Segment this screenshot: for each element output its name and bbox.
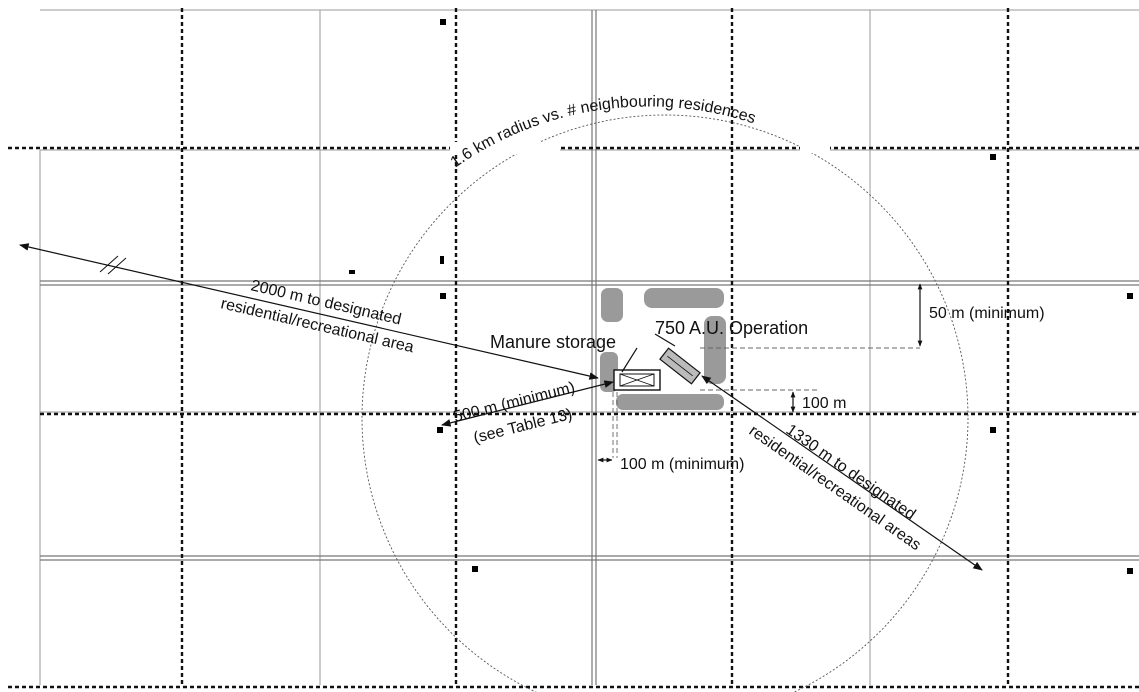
operation-pointer — [654, 333, 676, 347]
distance-arrows — [19, 243, 983, 571]
farmyard — [600, 288, 726, 410]
setback-100-min-label: 100 m (minimum) — [620, 456, 744, 473]
residence-marker — [437, 427, 443, 433]
manure-storage — [613, 369, 661, 391]
residence-marker — [990, 427, 996, 433]
distance-1330-label-2: residential/recreational areas — [746, 422, 924, 554]
arrow-1330m — [701, 375, 983, 571]
residence-marker — [440, 256, 444, 264]
arrow-500m — [441, 380, 614, 427]
residence-marker — [440, 19, 446, 25]
manure-storage-label: Manure storage — [490, 332, 616, 352]
residences — [349, 19, 1133, 574]
operation-label: 750 A.U. Operation — [655, 318, 808, 338]
break-marks — [99, 255, 127, 275]
setback-50-label: 50 m (minimum) — [929, 305, 1045, 322]
setback-100-label: 100 m — [802, 395, 846, 412]
residence-marker — [990, 154, 996, 160]
residence-marker — [440, 293, 446, 299]
residence-marker — [349, 270, 355, 274]
residence-marker — [1127, 568, 1133, 574]
manure-pointer — [621, 347, 638, 373]
arrow-2000m — [19, 243, 599, 380]
radius-label: 1.6 km radius vs. # neighbouring residen… — [448, 93, 758, 171]
residence-marker — [472, 566, 478, 572]
barn — [659, 347, 701, 385]
residence-marker — [1127, 293, 1133, 299]
